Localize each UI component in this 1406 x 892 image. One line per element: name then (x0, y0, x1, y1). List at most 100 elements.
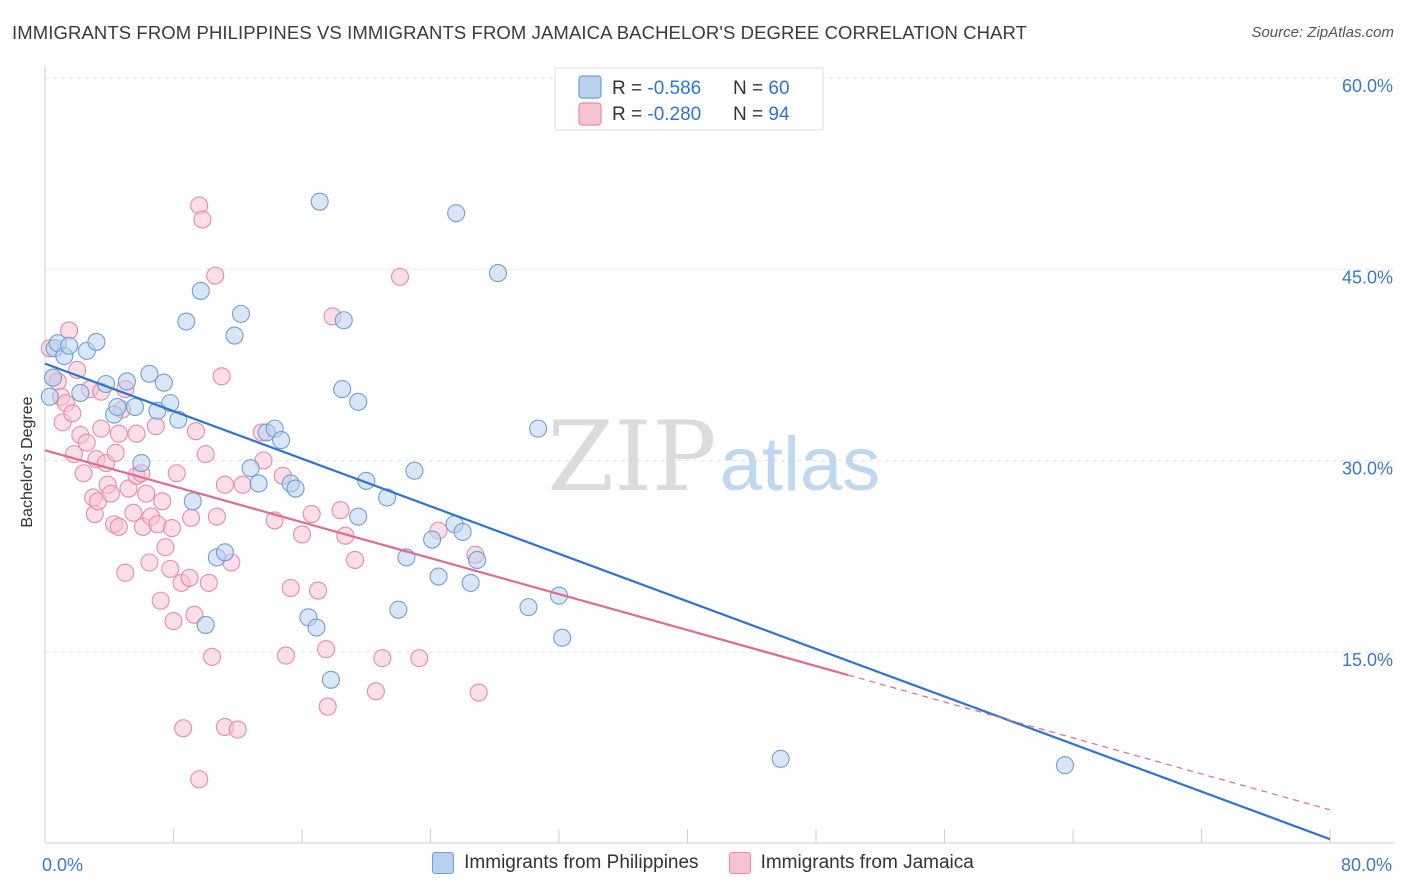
point-jamaica (390, 267, 410, 286)
legend-label-philippines: Immigrants from Philippines (464, 852, 699, 873)
point-jamaica (180, 568, 199, 587)
point-jamaica (193, 210, 212, 229)
series-philippines-points (40, 192, 1075, 775)
point-jamaica (199, 573, 218, 592)
trend-lines (44, 362, 1331, 841)
point-philippines (553, 628, 572, 647)
point-philippines (447, 204, 466, 223)
y-tick-label: 30.0% (1342, 459, 1393, 479)
point-jamaica (101, 484, 120, 503)
point-philippines (71, 383, 90, 402)
y-tick-labels: 15.0% 30.0% 45.0% 60.0% (1342, 76, 1393, 670)
legend-n-label: N = (733, 104, 768, 125)
point-jamaica (186, 422, 206, 441)
point-jamaica (212, 367, 231, 386)
point-jamaica (164, 612, 183, 631)
point-jamaica (146, 417, 165, 436)
point-philippines (43, 368, 63, 387)
point-philippines (488, 264, 508, 283)
legend-n-label: N = (733, 78, 768, 99)
point-jamaica (190, 770, 209, 789)
point-jamaica (276, 646, 295, 665)
watermark-zip: ZIP (547, 401, 716, 513)
legend-swatch-philippines (578, 75, 602, 99)
x-tick-labels: 0.0% 80.0% (42, 855, 1392, 875)
point-jamaica (182, 508, 201, 527)
point-philippines (1055, 756, 1075, 775)
point-jamaica (318, 697, 337, 716)
point-philippines (183, 492, 202, 511)
point-philippines (215, 543, 234, 562)
legend-swatch-jamaica (578, 102, 602, 126)
point-philippines (196, 615, 215, 635)
point-philippines (333, 380, 352, 399)
legend-r-value-jamaica: -0.280 (647, 104, 701, 125)
chart-title: IMMIGRANTS FROM PHILIPPINES VS IMMIGRANT… (12, 22, 1028, 43)
trend-line-jamaica (44, 449, 849, 677)
point-philippines (125, 397, 144, 417)
series-jamaica-points (40, 196, 488, 789)
point-philippines (461, 573, 480, 592)
point-jamaica (109, 517, 128, 536)
point-jamaica (161, 559, 180, 578)
point-philippines (249, 474, 268, 493)
point-philippines (310, 192, 329, 211)
watermark-atlas: atlas (720, 422, 881, 507)
point-jamaica (77, 433, 96, 452)
point-philippines (453, 522, 472, 541)
legend-swatch-jamaica (728, 852, 751, 874)
point-philippines (423, 530, 442, 549)
legend-top: R = -0.586 N = 60 R = -0.280 N = 94 (554, 67, 824, 131)
point-jamaica (151, 591, 170, 610)
point-jamaica (124, 503, 143, 522)
point-jamaica (215, 475, 234, 494)
point-jamaica (203, 647, 222, 666)
point-philippines (231, 304, 251, 323)
point-jamaica (162, 519, 181, 538)
point-jamaica (228, 720, 247, 739)
point-jamaica (127, 424, 146, 443)
point-jamaica (153, 492, 172, 511)
point-jamaica (331, 501, 350, 520)
point-jamaica (156, 538, 175, 557)
legend-item-philippines[interactable]: Immigrants from Philippines (432, 852, 699, 874)
point-philippines (108, 397, 127, 417)
point-jamaica (366, 682, 385, 701)
point-jamaica (116, 563, 135, 582)
point-philippines (132, 453, 151, 473)
point-jamaica (109, 424, 128, 443)
y-tick-label: 60.0% (1342, 76, 1393, 96)
svg-text:R = -0.586 N = 60: R = -0.586 N = 60 (612, 78, 790, 99)
point-philippines (405, 461, 424, 480)
point-philippines (87, 332, 106, 351)
point-jamaica (74, 464, 93, 483)
point-jamaica (106, 443, 125, 462)
y-tick-label: 15.0% (1342, 650, 1393, 670)
point-philippines (349, 392, 368, 411)
point-philippines (429, 567, 448, 586)
legend-r-label: R = (612, 78, 647, 99)
point-jamaica (64, 445, 83, 464)
point-jamaica (174, 719, 193, 738)
point-jamaica (185, 605, 204, 624)
legend-r-label: R = (612, 104, 647, 125)
point-jamaica (119, 479, 138, 498)
point-philippines (40, 387, 59, 406)
point-philippines (117, 372, 136, 391)
point-jamaica (207, 507, 226, 526)
point-philippines (286, 479, 305, 498)
point-jamaica (469, 683, 488, 702)
legend-label-jamaica: Immigrants from Jamaica (760, 852, 974, 873)
point-philippines (529, 419, 548, 438)
point-philippines (140, 364, 159, 383)
trend-line-philippines (44, 362, 1331, 841)
point-jamaica (373, 649, 392, 668)
point-philippines (349, 507, 368, 526)
legend-item-jamaica[interactable]: Immigrants from Jamaica (728, 852, 974, 874)
point-jamaica (167, 464, 186, 483)
svg-text:R = -0.280 N = 94: R = -0.280 N = 94 (612, 104, 790, 125)
axes (44, 66, 1395, 844)
point-philippines (225, 326, 244, 345)
point-philippines (191, 281, 210, 300)
